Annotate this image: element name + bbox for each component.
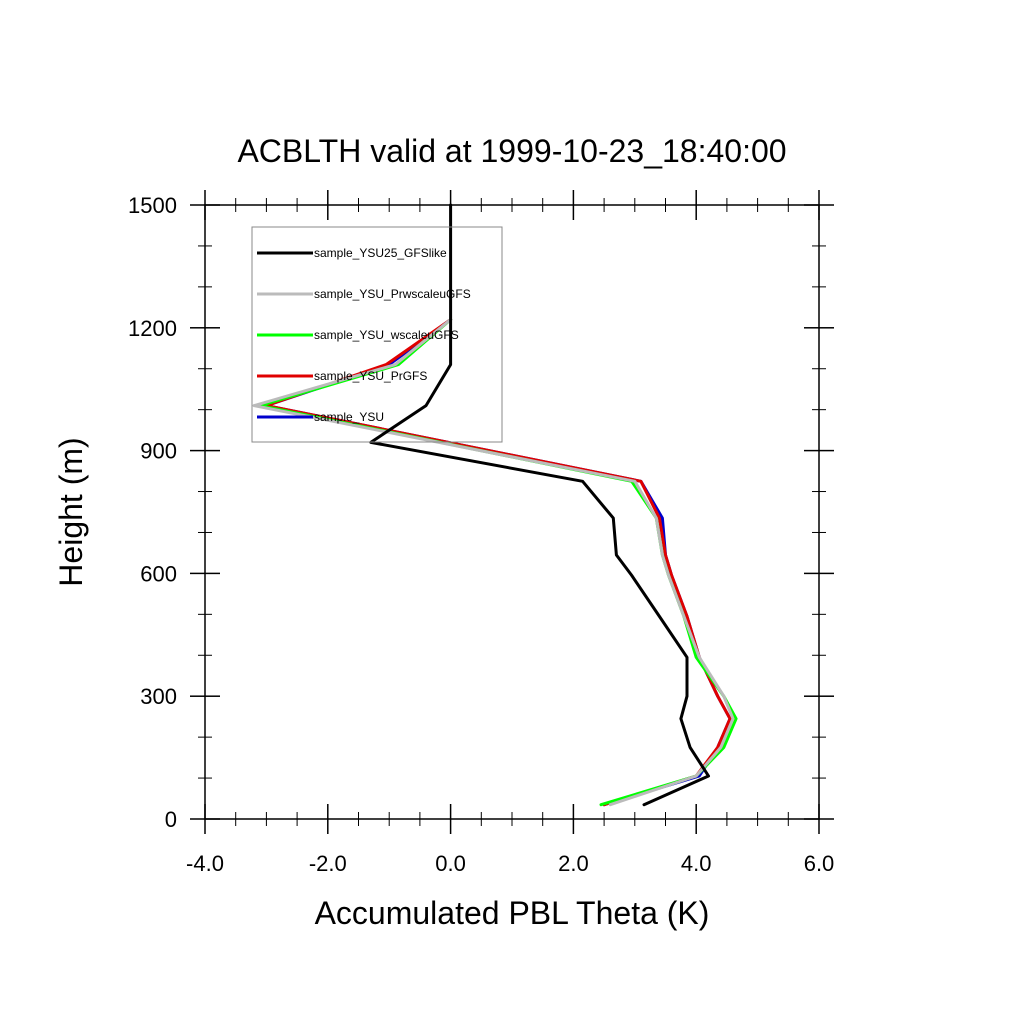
y-tick-label: 900 [140, 439, 177, 464]
series-line-1 [252, 318, 735, 807]
legend-label: sample_YSU_wscaleuGFS [314, 328, 459, 342]
x-tick-label: 6.0 [804, 851, 835, 876]
legend-label: sample_YSU_PrwscaleuGFS [314, 287, 471, 301]
y-tick-label: 1200 [128, 316, 177, 341]
series-line-4 [264, 318, 732, 807]
y-tick-label: 1500 [128, 193, 177, 218]
y-tick-label: 300 [140, 684, 177, 709]
legend-label: sample_YSU25_GFSlike [314, 246, 447, 260]
legend-label: sample_YSU [314, 410, 384, 424]
legend: sample_YSU25_GFSlike sample_YSU_Prwscaleu… [251, 226, 503, 443]
series-line-0 [369, 203, 710, 807]
legend-box [251, 226, 503, 443]
x-tick-label: -2.0 [309, 851, 347, 876]
x-axis-label: Accumulated PBL Theta (K) [315, 895, 710, 931]
legend-label: sample_YSU_PrGFS [314, 369, 427, 383]
chart-title: ACBLTH valid at 1999-10-23_18:40:00 [237, 133, 786, 169]
y-tick-label: 600 [140, 561, 177, 586]
series-line-3 [264, 318, 732, 807]
y-axis-label: Height (m) [53, 437, 89, 586]
x-tick-label: 2.0 [558, 851, 589, 876]
x-tick-label: -4.0 [186, 851, 224, 876]
series-layer [252, 203, 738, 807]
y-tick-label: 0 [165, 807, 177, 832]
x-tick-label: 4.0 [681, 851, 712, 876]
ticks-layer: -4.0 -2.0 0.0 2.0 4.0 6.0 0 300 600 900 1200 1500 [128, 190, 834, 876]
x-tick-label: 0.0 [435, 851, 466, 876]
